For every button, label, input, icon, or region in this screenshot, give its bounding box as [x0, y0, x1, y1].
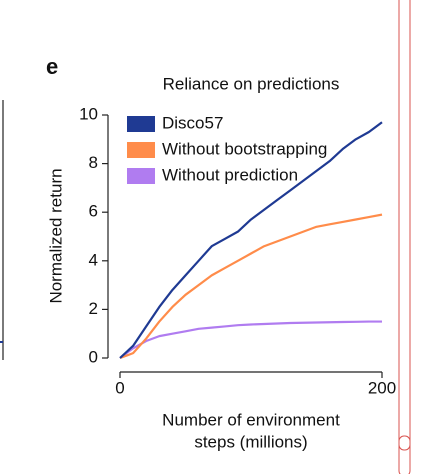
- x-tick-label: 200: [368, 378, 396, 397]
- x-axis-label: Number of environment: [162, 410, 340, 429]
- legend-label: Without bootstrapping: [162, 139, 327, 158]
- side-marker: [398, 435, 411, 474]
- line-series: [119, 320, 382, 359]
- side-marker: [398, 0, 411, 451]
- x-tick-label: 0: [115, 378, 124, 397]
- y-tick-label: 4: [89, 250, 98, 269]
- line-series: [119, 213, 383, 360]
- chart-title: Reliance on predictions: [163, 74, 340, 93]
- y-tick-label: 10: [79, 104, 98, 123]
- legend-label: Without prediction: [162, 165, 298, 184]
- legend-swatch: [127, 116, 155, 132]
- y-tick-label: 8: [89, 153, 98, 172]
- x-axis-label: steps (millions): [194, 432, 307, 451]
- legend-swatch: [127, 168, 155, 184]
- legend-swatch: [127, 142, 155, 158]
- line-series: [119, 121, 383, 359]
- panel-label: e: [46, 54, 58, 79]
- y-tick-label: 6: [89, 202, 98, 221]
- y-tick-label: 2: [89, 299, 98, 318]
- y-axis-label: Normalized return: [46, 168, 65, 303]
- y-tick-label: 0: [89, 347, 98, 366]
- legend-label: Disco57: [162, 113, 223, 132]
